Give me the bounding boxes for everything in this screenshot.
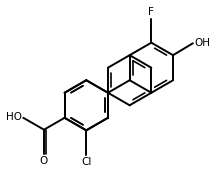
Text: F: F [148,7,154,17]
Text: OH: OH [194,38,210,48]
Text: O: O [40,156,48,166]
Text: Cl: Cl [81,157,91,167]
Text: HO: HO [6,112,22,122]
